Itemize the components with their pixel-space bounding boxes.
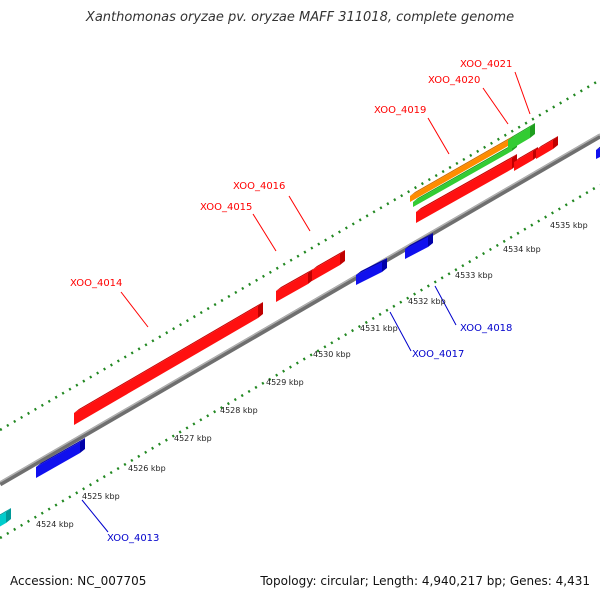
gene-label-xoo-4017[interactable]: XOO_4017 [412,349,464,360]
gene-bar-xoo-4014-cap [258,302,263,318]
gene-bar-xoo-4015[interactable] [276,269,313,302]
gene-bar-xoo-4016-top [312,250,345,270]
gene-label-xoo-4013[interactable]: XOO_4013 [107,533,159,544]
leader-line-xoo-4015 [252,213,277,252]
kbp-label: 4535 kbp [550,221,588,230]
genome-summary-text: Topology: circular; Length: 4,940,217 bp… [260,574,590,588]
rna-bar-orange-top [410,136,513,196]
gene-bar-offscreen-right-top [596,146,600,150]
gene-label-xoo-4016[interactable]: XOO_4016 [233,181,285,192]
gene-bar-xoo-4021-cap [553,136,558,149]
leader-line-xoo-4014 [120,291,149,328]
leader-line-xoo-4018 [434,285,457,326]
rna-bar-green-end-top [508,123,535,140]
gene-bar-xoo-4021-top [536,136,558,150]
gene-bar-xoo-4013-top [36,438,85,467]
rna-bar-green-end-face [508,127,530,151]
leader-line-xoo-4019 [427,117,450,155]
kbp-label: 4528 kbp [220,406,258,415]
gene-bar-offscreen-right[interactable] [596,141,600,159]
kbp-label: 4531 kbp [360,324,398,333]
rna-bar-green-top [413,142,517,202]
kbp-label: 4533 kbp [455,271,493,280]
gene-bar-xoo-4018-top [405,233,433,249]
gene-bar-xoo-4021[interactable] [536,136,558,159]
gene-bar-xoo-4016-face [312,254,340,281]
rna-bar-green-end[interactable] [508,123,535,151]
gene-bar-partial-left[interactable] [0,508,11,530]
genome-backbone [0,133,600,487]
gene-bar-xoo-4017-face [356,262,382,285]
kbp-label: 4527 kbp [174,434,212,443]
gene-bar-partial-left-top [0,508,11,516]
kbp-label: 4524 kbp [36,520,74,529]
genome-backbone-highlight [0,133,600,483]
gene-bar-xoo-4015-face [276,273,308,302]
rna-bar-orange-face [410,140,508,202]
gene-bar-xoo-4020-top [514,147,538,162]
gene-label-xoo-4021[interactable]: XOO_4021 [460,59,512,70]
gene-bar-xoo-4014-face [74,306,258,425]
genome-title: Xanthomonas oryzae pv. oryzae MAFF 31101… [85,10,515,25]
gene-bar-xoo-4020[interactable] [514,147,538,171]
gene-bar-xoo-4018-cap [428,233,433,247]
gene-label-xoo-4014[interactable]: XOO_4014 [70,278,122,289]
gene-label-xoo-4018[interactable]: XOO_4018 [460,323,512,334]
leader-line-xoo-4020 [482,87,509,125]
gene-bar-xoo-4019-face [416,158,512,223]
leader-line-xoo-4017 [389,311,412,352]
leader-line-xoo-4021 [514,71,531,115]
gene-bar-xoo-4014-top [74,302,263,413]
gene-label-xoo-4015[interactable]: XOO_4015 [200,202,252,213]
gene-bar-xoo-4019[interactable] [416,154,517,223]
gene-bar-xoo-4016[interactable] [312,250,345,281]
gene-bar-xoo-4017-top [356,258,387,275]
kbp-label: 4526 kbp [128,464,166,473]
gene-label-xoo-4020[interactable]: XOO_4020 [428,75,480,86]
gene-bar-partial-left-cap [6,508,11,523]
gene-bar-xoo-4015-cap [308,269,313,284]
gene-bar-xoo-4014[interactable] [74,302,263,425]
gene-bar-offscreen-right-face [596,148,600,159]
lower-tick-track [0,183,600,540]
gene-bar-xoo-4018[interactable] [405,233,433,259]
gene-bar-xoo-4017[interactable] [356,258,387,285]
leader-line-xoo-4013 [81,499,109,533]
gene-bar-xoo-4015-top [276,269,313,291]
kbp-label: 4529 kbp [266,378,304,387]
gene-bar-xoo-4018-face [405,237,428,259]
rna-bar-green-face [413,146,512,207]
kbp-label: 4534 kbp [503,245,541,254]
gene-bar-xoo-4013-cap [80,438,85,453]
gene-bar-xoo-4021-face [536,140,553,159]
gene-bar-xoo-4013-face [36,442,80,478]
kbp-label: 4532 kbp [408,297,446,306]
gene-bar-xoo-4017-cap [382,258,387,272]
gene-bar-xoo-4016-cap [340,250,345,265]
rna-bar-green-end-cap [530,123,535,138]
gene-label-xoo-4019[interactable]: XOO_4019 [374,105,426,116]
accession-text: Accession: NC_007705 [10,574,147,588]
kbp-label: 4530 kbp [313,350,351,359]
gene-bar-partial-left-face [0,512,6,527]
kbp-label: 4525 kbp [82,492,120,501]
gene-bar-xoo-4013[interactable] [36,438,85,478]
gene-bar-xoo-4019-top [416,154,517,212]
gene-bar-xoo-4020-face [514,151,533,171]
leader-line-xoo-4016 [288,195,311,232]
